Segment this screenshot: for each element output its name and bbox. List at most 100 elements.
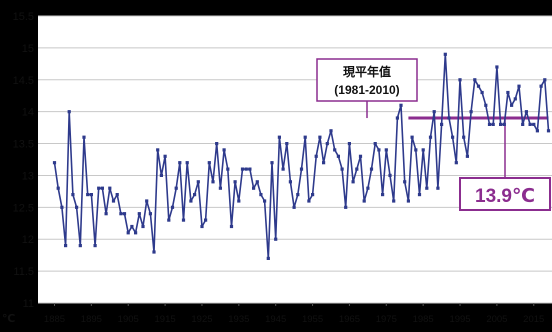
x-tick-label: 1925 bbox=[191, 314, 212, 325]
data-point bbox=[93, 244, 97, 248]
data-point bbox=[473, 78, 477, 82]
data-point bbox=[78, 244, 82, 248]
x-tick-label: 1915 bbox=[155, 314, 176, 325]
data-point bbox=[369, 167, 374, 171]
data-point bbox=[281, 167, 285, 171]
data-point bbox=[506, 90, 510, 95]
data-point bbox=[75, 205, 79, 209]
data-point bbox=[174, 186, 178, 190]
data-point bbox=[137, 212, 141, 216]
data-point bbox=[178, 161, 182, 165]
x-tick-label: 1955 bbox=[302, 314, 323, 325]
data-point bbox=[476, 84, 481, 88]
data-point bbox=[417, 193, 422, 197]
plot-area bbox=[38, 16, 552, 303]
data-point bbox=[181, 218, 186, 222]
data-point bbox=[333, 148, 337, 152]
data-point bbox=[108, 186, 112, 190]
data-point bbox=[451, 135, 455, 139]
data-point bbox=[233, 180, 237, 184]
data-point bbox=[362, 199, 366, 203]
data-point bbox=[318, 135, 322, 139]
data-point bbox=[458, 78, 462, 82]
y-tick-label: 15 bbox=[22, 43, 34, 55]
data-point bbox=[60, 205, 64, 209]
data-point bbox=[119, 212, 123, 216]
data-point bbox=[277, 135, 281, 139]
data-point bbox=[344, 205, 348, 209]
data-point bbox=[443, 52, 447, 56]
data-point bbox=[296, 193, 300, 197]
data-point bbox=[52, 161, 57, 165]
data-point bbox=[499, 122, 503, 126]
data-point bbox=[86, 193, 90, 197]
data-point bbox=[207, 161, 211, 165]
x-tick-label: 2005 bbox=[486, 314, 507, 325]
data-point bbox=[211, 180, 215, 184]
data-point bbox=[111, 199, 116, 203]
data-point bbox=[469, 110, 473, 114]
reference-label-box: 現平年值 (1981-2010) bbox=[316, 58, 418, 102]
data-point bbox=[196, 180, 200, 184]
data-point bbox=[126, 231, 130, 235]
data-point bbox=[189, 199, 193, 203]
data-point bbox=[543, 78, 547, 82]
data-point bbox=[465, 154, 469, 158]
x-tick-label: 2015 bbox=[523, 314, 544, 325]
data-point bbox=[340, 167, 344, 171]
data-point bbox=[270, 161, 274, 165]
data-point bbox=[100, 186, 104, 190]
data-point bbox=[244, 167, 248, 171]
reference-label-period: (1981-2010) bbox=[334, 83, 399, 97]
x-tick-label: 1995 bbox=[449, 314, 470, 325]
data-point bbox=[56, 186, 60, 190]
data-point bbox=[377, 148, 381, 152]
reference-value-frame bbox=[459, 177, 551, 211]
data-point bbox=[373, 142, 377, 146]
data-point bbox=[546, 129, 551, 133]
x-tick-label: 1975 bbox=[376, 314, 397, 325]
data-point bbox=[480, 90, 484, 95]
x-tick-label: 1885 bbox=[44, 314, 65, 325]
data-point bbox=[274, 237, 278, 241]
data-point bbox=[403, 180, 407, 184]
data-point bbox=[347, 142, 351, 146]
data-point bbox=[421, 148, 425, 152]
x-tick-label: 1895 bbox=[81, 314, 102, 325]
data-point bbox=[263, 199, 267, 203]
data-point bbox=[255, 180, 259, 184]
y-tick-label: 14 bbox=[22, 107, 34, 119]
data-point bbox=[82, 135, 86, 139]
data-point bbox=[163, 154, 167, 158]
x-tick-label: 1945 bbox=[265, 314, 286, 325]
data-point bbox=[428, 135, 433, 139]
data-point bbox=[248, 167, 252, 171]
data-point bbox=[432, 110, 436, 114]
y-tick-label: 12.5 bbox=[13, 202, 34, 214]
data-point bbox=[381, 193, 385, 197]
series-layer bbox=[52, 52, 551, 260]
data-point bbox=[288, 180, 292, 184]
x-tick-label: 1985 bbox=[413, 314, 434, 325]
data-point bbox=[64, 244, 68, 248]
data-point bbox=[414, 148, 418, 152]
data-point bbox=[311, 193, 315, 197]
data-point bbox=[325, 142, 329, 146]
data-point bbox=[148, 212, 152, 216]
data-point bbox=[425, 186, 429, 190]
data-point bbox=[395, 116, 399, 120]
reference-value-label: 13.9℃ bbox=[475, 186, 535, 207]
reference-label-title: 現平年值 bbox=[343, 64, 391, 79]
data-point bbox=[222, 148, 226, 152]
y-axis-ticks: 11 11.5 12 12.5 13 13.5 14 14.5 15 15.5 bbox=[13, 11, 34, 310]
data-point bbox=[218, 186, 222, 190]
data-point bbox=[440, 122, 444, 126]
data-point bbox=[336, 154, 340, 158]
data-point bbox=[521, 122, 525, 126]
data-point bbox=[322, 161, 326, 165]
data-point bbox=[535, 129, 539, 133]
data-point bbox=[366, 186, 370, 190]
data-point bbox=[355, 167, 359, 171]
